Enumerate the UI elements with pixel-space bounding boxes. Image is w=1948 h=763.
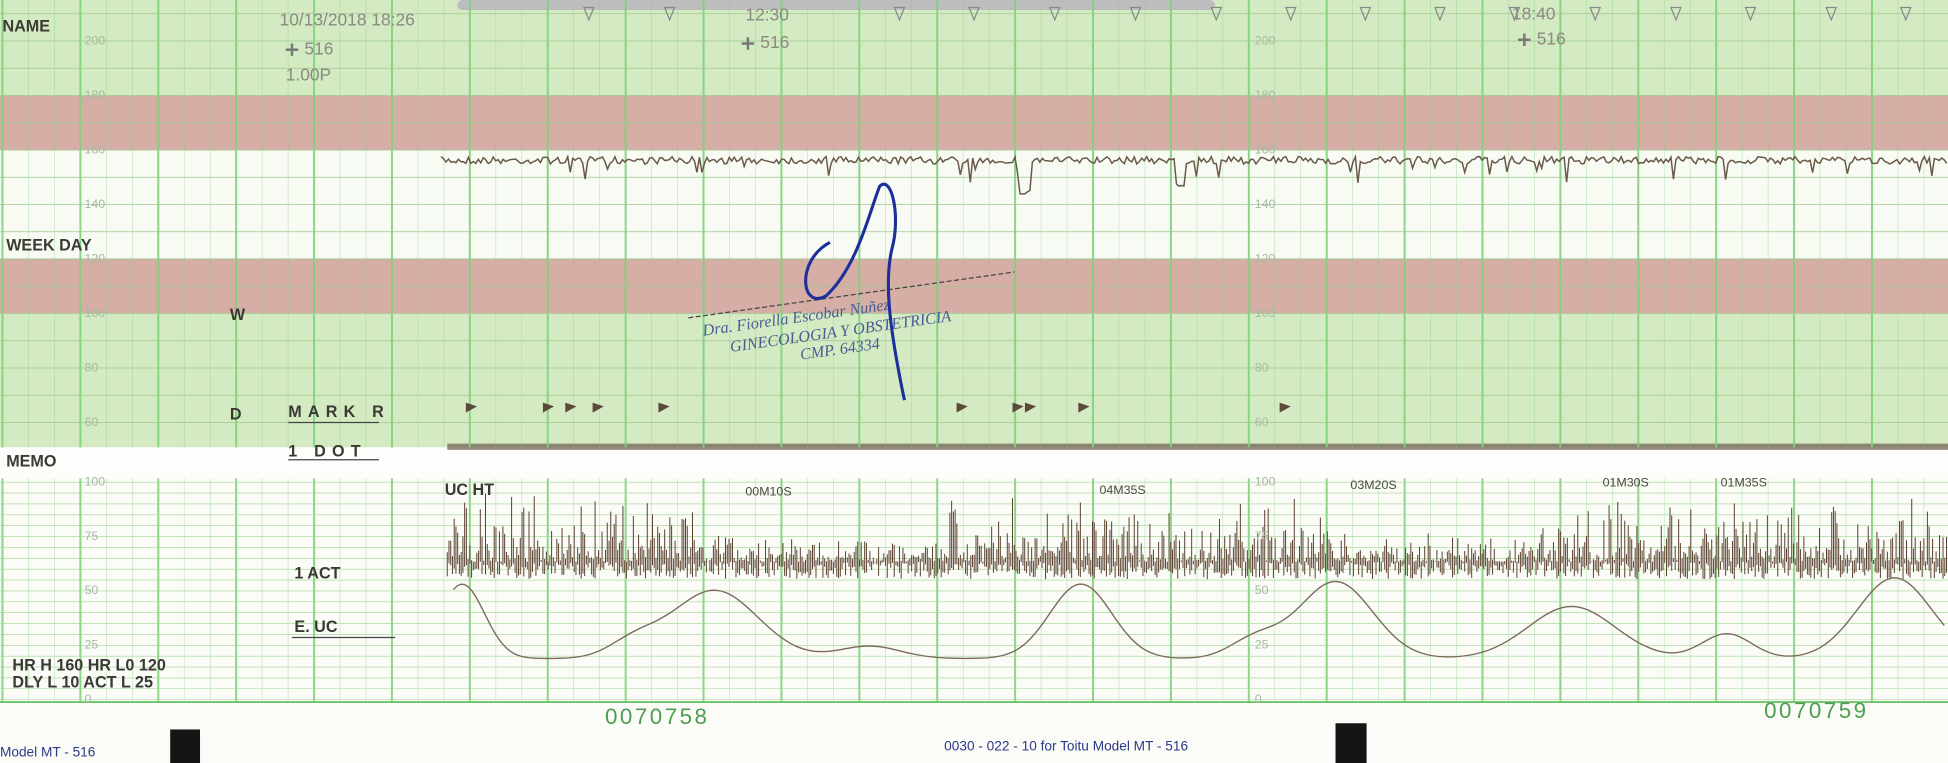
fhr-scale-label: 140 bbox=[84, 197, 105, 211]
duration: 01M30S bbox=[1603, 476, 1649, 490]
e-uc-label: E. UC bbox=[294, 618, 337, 636]
pink-band bbox=[0, 258, 1948, 314]
uc-scale-label: 50 bbox=[1255, 583, 1269, 597]
uc-scale-label: 100 bbox=[1255, 474, 1276, 488]
uc-trace bbox=[452, 577, 1945, 660]
mark-triangle bbox=[1078, 402, 1090, 413]
signature bbox=[804, 182, 906, 401]
event-arrow bbox=[582, 6, 595, 22]
fhr-trace bbox=[440, 153, 1948, 195]
uc-scale-label: 100 bbox=[84, 474, 105, 488]
mark-triangle bbox=[1012, 402, 1024, 413]
probe: 516 bbox=[304, 38, 333, 58]
event-arrow bbox=[1589, 6, 1602, 22]
fhr-scale-label: 120 bbox=[1255, 251, 1276, 265]
mark-triangle bbox=[1279, 402, 1291, 413]
setting: HR H 160 HR L0 120 bbox=[12, 656, 165, 674]
event-arrow bbox=[1825, 6, 1838, 22]
page-number: 0070759 bbox=[1764, 698, 1868, 723]
event-arrow bbox=[968, 6, 980, 22]
mark-triangle bbox=[658, 402, 670, 413]
fhr-scale-label: 80 bbox=[84, 360, 98, 374]
fhr-scale-label: 200 bbox=[1255, 33, 1276, 47]
mark-triangle bbox=[1024, 402, 1037, 413]
uc-scale-label: 0 bbox=[1255, 692, 1262, 706]
mark-triangle bbox=[542, 402, 555, 413]
page-number: 0070758 bbox=[605, 704, 709, 729]
fhr-scale-label: 160 bbox=[84, 142, 105, 156]
event-arrow bbox=[1508, 6, 1521, 22]
memo-strip bbox=[0, 447, 1948, 479]
fhr-scale-label: 100 bbox=[1255, 306, 1276, 320]
event-arrow bbox=[1048, 6, 1061, 22]
black-mark bbox=[170, 729, 201, 763]
probe-icon bbox=[285, 33, 1531, 56]
name-label: NAME bbox=[2, 18, 50, 36]
event-arrow bbox=[663, 6, 676, 22]
time-mark: 18:40 bbox=[1512, 4, 1555, 24]
duration: 03M20S bbox=[1350, 478, 1396, 492]
fhr-scale-label: 60 bbox=[84, 415, 98, 429]
uc-scale-label: 25 bbox=[1255, 638, 1269, 652]
footer-code: 0030 - 022 - 10 for Toitu Model MT - 516 bbox=[944, 738, 1188, 753]
fhr-scale-label: 120 bbox=[84, 251, 105, 265]
dot-strip bbox=[447, 443, 1948, 450]
uc-scale-label: 0 bbox=[84, 692, 91, 706]
mark-label: MARK R bbox=[288, 403, 390, 421]
fhr-scale-label: 100 bbox=[84, 306, 105, 320]
black-mark bbox=[1335, 723, 1367, 763]
memo-label: MEMO bbox=[6, 453, 56, 471]
green-zone bbox=[0, 313, 1948, 448]
event-arrow bbox=[893, 6, 906, 22]
event-arrow bbox=[1433, 6, 1446, 22]
grid bbox=[0, 0, 1948, 704]
mark-triangle bbox=[465, 402, 478, 413]
date-time: 10/13/2018 18:26 bbox=[280, 10, 415, 30]
week-day-label: WEEK DAY bbox=[6, 236, 92, 254]
act-trace bbox=[446, 493, 1948, 580]
time-mark: 12:30 bbox=[745, 5, 788, 25]
event-arrow bbox=[1129, 6, 1142, 22]
green-zone bbox=[0, 0, 1948, 96]
footer-model: Model MT - 516 bbox=[0, 745, 95, 760]
w-label: W bbox=[230, 306, 246, 324]
mark-triangle bbox=[565, 402, 577, 413]
fhr-scale-label: 160 bbox=[1255, 142, 1276, 156]
duration: 01M35S bbox=[1721, 476, 1767, 490]
time-probe: 516 bbox=[1537, 28, 1566, 48]
fhr-scale-label: 180 bbox=[1255, 88, 1276, 102]
d-label: D bbox=[230, 405, 242, 423]
fhr-scale-label: 60 bbox=[1255, 415, 1269, 429]
scan-bar bbox=[457, 0, 1216, 10]
uc-scale-label: 75 bbox=[1255, 529, 1269, 543]
event-arrow bbox=[1744, 6, 1757, 22]
uc-scale-label: 50 bbox=[84, 583, 98, 597]
event-arrow bbox=[1899, 6, 1912, 22]
uc-ht-label: UC HT bbox=[445, 481, 494, 499]
fhr-scale-label: 200 bbox=[84, 33, 105, 47]
fhr-scale-label: 180 bbox=[84, 88, 105, 102]
mark-triangle bbox=[592, 402, 604, 413]
duration: 00M10S bbox=[745, 484, 791, 498]
event-arrow bbox=[1210, 6, 1223, 22]
mark-triangle bbox=[956, 402, 968, 413]
fhr-scale-label: 80 bbox=[1255, 360, 1269, 374]
dot-label: 1 DOT bbox=[288, 443, 367, 461]
uc-scale-label: 25 bbox=[84, 638, 98, 652]
event-arrow bbox=[1670, 6, 1682, 22]
duration: 04M35S bbox=[1099, 483, 1145, 497]
uc-scale-label: 75 bbox=[84, 529, 98, 543]
mode: 1.00P bbox=[286, 64, 331, 84]
stamp-line bbox=[688, 271, 1015, 319]
setting: DLY L 10 ACT L 25 bbox=[12, 674, 153, 692]
event-arrow bbox=[1284, 6, 1297, 22]
fhr-scale-label: 140 bbox=[1255, 197, 1276, 211]
time-probe: 516 bbox=[760, 32, 789, 52]
act-label: 1 ACT bbox=[294, 564, 340, 582]
event-arrow bbox=[1359, 6, 1372, 22]
traces bbox=[440, 6, 1948, 660]
